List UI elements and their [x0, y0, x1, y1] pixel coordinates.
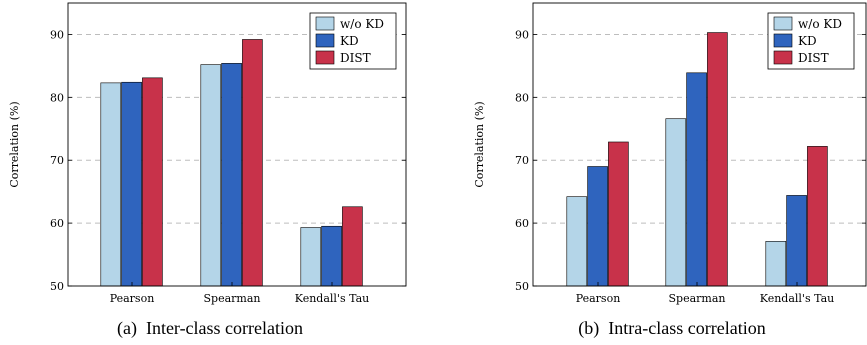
- bar-dist-spearman: [707, 32, 728, 287]
- y-tick-label: 60: [50, 217, 64, 230]
- x-tick-label: Kendall's Tau: [295, 292, 369, 305]
- x-tick-label: Kendall's Tau: [760, 292, 834, 305]
- x-tick-label: Spearman: [204, 292, 261, 305]
- x-tick-label: Spearman: [669, 292, 726, 305]
- legend-swatch-kd: [315, 33, 335, 48]
- y-axis-label: Correlation (%): [473, 101, 486, 187]
- bar-dist-kendall-s-tau: [342, 206, 363, 287]
- bar-kd-spearman: [221, 63, 242, 287]
- legend-swatch-w-o-kd: [773, 16, 793, 31]
- legend-swatch-dist: [315, 50, 335, 65]
- bar-w-o-kd-spearman: [200, 64, 222, 287]
- y-tick-label: 50: [50, 280, 64, 293]
- legend-label-dist: DIST: [798, 51, 829, 65]
- plot-frame: [532, 2, 867, 287]
- legend-label-w-o-kd: w/o KD: [798, 17, 842, 31]
- bar-w-o-kd-pearson: [566, 196, 588, 287]
- bar-w-o-kd-pearson: [100, 82, 122, 287]
- x-tick-label: Pearson: [576, 292, 621, 305]
- bar-kd-pearson: [121, 81, 142, 287]
- bar-w-o-kd-kendall-s-tau: [300, 227, 322, 287]
- figure-caption: (a) Inter-class correlation: [117, 318, 303, 339]
- plot-frame: [67, 2, 407, 287]
- y-tick-label: 90: [50, 28, 64, 41]
- bar-dist-kendall-s-tau: [807, 146, 828, 287]
- bar-dist-pearson: [142, 77, 163, 287]
- legend-label-w-o-kd: w/o KD: [340, 17, 384, 31]
- y-tick-label: 50: [515, 280, 529, 293]
- legend-label-dist: DIST: [340, 51, 371, 65]
- legend-swatch-kd: [773, 33, 793, 48]
- y-tick-label: 90: [515, 28, 529, 41]
- y-axis-label: Correlation (%): [8, 101, 21, 187]
- bar-dist-pearson: [608, 141, 629, 287]
- chart-panel-b: 50 60 70 80 90 Pearson Spearman Kendall's Tau Co…: [473, 2, 867, 339]
- legend-label-kd: KD: [798, 34, 817, 48]
- y-tick-label: 80: [515, 91, 529, 104]
- x-tick-label: Pearson: [110, 292, 155, 305]
- legend-swatch-w-o-kd: [315, 16, 335, 31]
- bar-kd-spearman: [686, 72, 707, 287]
- y-tick-label: 80: [50, 91, 64, 104]
- bar-dist-spearman: [242, 39, 263, 287]
- bar-kd-kendall-s-tau: [321, 225, 342, 287]
- y-tick-label: 70: [50, 154, 64, 167]
- legend-label-kd: KD: [340, 34, 359, 48]
- legend: w/o KD KD DIST: [767, 12, 855, 70]
- legend-swatch-dist: [773, 50, 793, 65]
- y-tick-label: 60: [515, 217, 529, 230]
- y-tick-label: 70: [515, 154, 529, 167]
- chart-panel-a: 50 60 70 80 90 Pearson Spearman Kendall's Tau Co…: [8, 2, 407, 339]
- bar-kd-kendall-s-tau: [786, 195, 807, 287]
- bar-w-o-kd-spearman: [665, 118, 687, 287]
- bar-w-o-kd-kendall-s-tau: [765, 241, 787, 287]
- figure-caption: (b) Intra-class correlation: [578, 318, 765, 339]
- bar-kd-pearson: [587, 166, 608, 287]
- legend: w/o KD KD DIST: [309, 12, 397, 70]
